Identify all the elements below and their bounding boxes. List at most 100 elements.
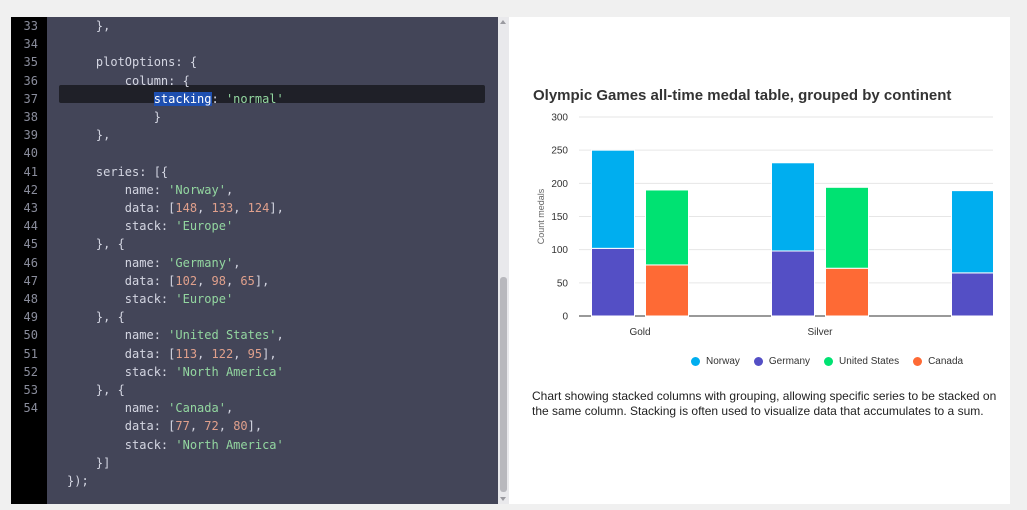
line-number: 52 [23,364,38,379]
code-number: 113 [175,346,198,361]
code-line[interactable]: }); [67,472,89,490]
bar-united-states-gold [645,189,689,266]
legend-item-norway[interactable]: Norway [691,356,740,367]
line-number: 39 [23,128,38,143]
code-token: name: [67,182,169,197]
code-token: }, [67,128,111,143]
code-token: stack: [67,437,176,452]
code-line[interactable]: name: 'United States', [67,326,284,344]
code-number: 102 [175,273,198,288]
y-tick-label: 100 [551,245,568,256]
code-number: 65 [240,273,255,288]
bar-norway-bronze [951,190,993,274]
line-number: 38 [23,110,38,124]
legend-marker-icon [753,356,763,366]
code-line[interactable]: }] [67,454,110,472]
code-token: , [218,419,234,434]
code-token: ], [254,273,270,288]
code-token: data: [ [67,346,176,361]
line-number: 42 [23,182,38,197]
code-line[interactable]: }, { [67,235,125,253]
code-string: 'North America' [175,364,284,379]
y-axis-title: Count medals [536,188,546,244]
legend-item-united-states[interactable]: United States [824,356,899,367]
code-token: ], [247,419,263,434]
code-token: } [67,110,161,124]
code-token: , [225,273,241,288]
stacked-column-chart: 0 50 100 150 200 250 300 Count medals Gold Silver [536,113,1011,338]
line-number: 45 [23,237,38,252]
code-number: 95 [247,346,263,361]
x-tick-label: Gold [629,327,650,338]
code-string: 'United States' [168,328,277,343]
bar-united-states-silver [825,186,869,269]
bar-canada-gold [645,264,689,317]
code-line[interactable]: stack: 'Europe' [67,290,233,308]
line-number: 53 [23,383,38,397]
line-number: 37 [23,91,38,106]
code-token: name: [67,401,169,416]
code-line[interactable]: } [67,108,161,126]
chart-title: Olympic Games all-time medal table, grou… [533,87,952,104]
code-number: 148 [175,201,198,215]
code-token: ], [269,201,284,215]
code-line[interactable]: }, [67,126,110,144]
legend-marker-icon [913,356,923,366]
code-line[interactable]: name: 'Canada', [67,399,233,417]
legend-label: Germany [768,355,811,367]
code-number: 98 [211,273,226,288]
code-line[interactable]: data: [148, 133, 124], [67,199,284,217]
legend-item-canada[interactable]: Canada [913,356,963,367]
code-token: , [276,328,284,343]
code-token: stack: [67,364,176,379]
code-token: column: { [67,73,190,88]
scroll-up-icon[interactable] [500,20,506,24]
code-line[interactable]: stacking: 'normal' [67,90,284,108]
code-line[interactable]: data: [113, 122, 95], [67,345,277,363]
line-number-gutter: 33 34 35 36 37 38 39 40 41 42 43 44 45 46 47 48 49 50 51 52… [11,17,47,504]
code-line[interactable]: stack: 'North America' [67,363,284,381]
scrollbar-thumb[interactable] [500,277,507,492]
code-line[interactable]: }, { [67,308,125,326]
line-number: 48 [23,292,38,306]
code-token: , [233,255,241,270]
line-number: 46 [23,255,38,270]
code-line[interactable]: data: [77, 72, 80], [67,417,262,435]
line-number: 50 [23,328,38,343]
legend-item-germany[interactable]: Germany [753,355,811,367]
scroll-down-icon[interactable] [500,497,506,501]
code-line[interactable]: stack: 'North America' [67,436,284,454]
code-string: 'normal' [225,91,284,106]
code-token: data: [ [67,201,176,215]
code-line[interactable]: series: [{ [67,163,168,181]
code-string: 'Norway' [168,182,226,197]
line-number: 35 [23,55,38,70]
code-token: }); [67,474,89,488]
editor-scrollbar[interactable] [498,17,509,504]
code-line[interactable]: }, { [67,381,125,399]
bar-germany-bronze [951,272,993,317]
code-token: , [225,401,234,416]
code-number: 122 [211,346,234,361]
y-tick-label: 150 [551,212,568,223]
code-line[interactable]: plotOptions: { [67,53,197,71]
legend-label: Norway [706,355,740,367]
bar-germany-silver [771,250,815,317]
code-line[interactable]: stack: 'Europe' [67,217,233,235]
legend-marker-icon [691,356,700,366]
line-number: 51 [23,346,38,361]
code-token: , [233,346,248,361]
line-number: 47 [23,273,38,288]
code-line[interactable]: name: 'Norway', [67,181,233,199]
code-token: series: [{ [67,164,169,179]
code-token: }, { [67,383,125,397]
code-line[interactable]: column: { [67,72,190,90]
code-line[interactable]: }, [67,17,110,35]
code-token: stack: [67,292,176,306]
code-line[interactable]: name: 'Germany', [67,254,241,272]
bar-united-states-bronze [1006,200,1011,263]
code-token: data: [ [67,419,176,434]
line-number: 34 [23,37,38,52]
code-line[interactable]: data: [102, 98, 65], [67,272,270,290]
code-editor[interactable]: 33 34 35 36 37 38 39 40 41 42 43 44 45 46 47 48 49 50 51 52… [11,17,509,504]
